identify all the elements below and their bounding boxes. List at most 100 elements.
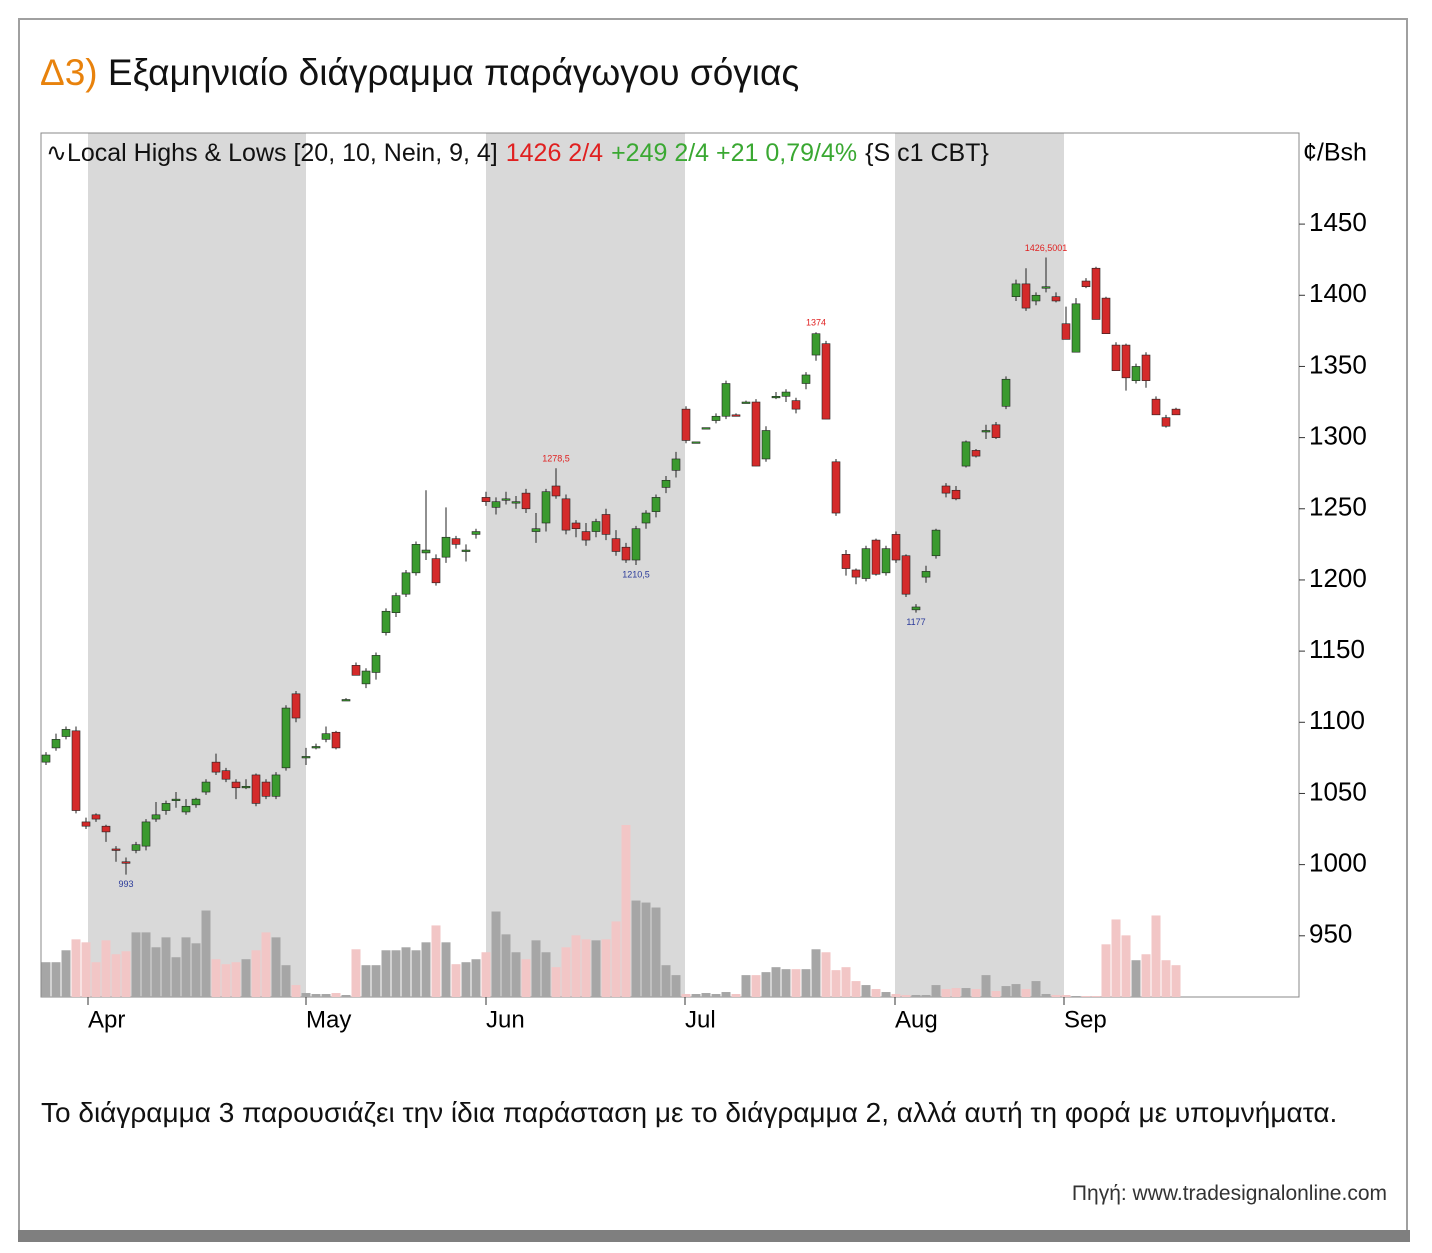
volume-bar	[81, 942, 91, 997]
candle-body	[281, 707, 291, 769]
candle-body	[151, 814, 161, 820]
candle-body	[491, 501, 501, 508]
candle-body	[1151, 398, 1161, 416]
candle-body	[971, 450, 981, 457]
volume-bar	[671, 975, 681, 997]
candle-body	[41, 754, 51, 763]
candle-body	[471, 531, 481, 535]
volume-bar	[711, 994, 721, 997]
candle-body	[961, 441, 971, 467]
candle-body	[561, 498, 571, 531]
volume-bar	[891, 994, 901, 997]
candle-body	[61, 729, 71, 737]
candle-body	[621, 546, 631, 561]
candle-body	[1031, 294, 1041, 302]
candle-body	[681, 408, 691, 441]
candle-body	[861, 548, 871, 579]
volume-bar	[301, 993, 311, 997]
volume-bar	[471, 959, 481, 997]
extreme-label: 1374	[806, 318, 826, 328]
volume-bar	[621, 825, 631, 997]
volume-bar	[541, 952, 551, 997]
volume-bar	[401, 947, 411, 997]
volume-bar	[961, 988, 971, 997]
volume-bar	[231, 962, 241, 997]
candle-body	[1121, 344, 1131, 379]
candle-body	[771, 396, 781, 399]
candle-body	[1071, 303, 1081, 353]
x-tick-label: Jul	[685, 1006, 716, 1033]
candle-body	[601, 514, 611, 535]
frame	[18, 18, 1408, 1238]
candle-body	[441, 536, 451, 558]
volume-bar	[281, 965, 291, 997]
x-tick-label: May	[306, 1006, 351, 1033]
header-part: +249 2/4 +21 0,79/4%	[611, 139, 857, 167]
y-tick-label: 1250	[1309, 492, 1367, 522]
candle-body	[611, 538, 621, 552]
candle-body	[541, 491, 551, 524]
volume-bar	[141, 932, 151, 997]
volume-bar	[441, 942, 451, 997]
candle-body	[731, 414, 741, 417]
volume-bar	[1171, 965, 1181, 997]
candle-body	[1081, 280, 1091, 288]
volume-bar	[831, 970, 841, 997]
volume-bar	[1091, 996, 1101, 997]
volume-bar	[101, 940, 111, 997]
y-tick-label: 1050	[1309, 776, 1367, 806]
candle-body	[271, 774, 281, 797]
candle-body	[1101, 297, 1111, 334]
month-shade	[88, 133, 306, 997]
volume-bar	[611, 921, 621, 997]
candle-body	[591, 521, 601, 532]
candle-body	[721, 383, 731, 417]
volume-bar	[871, 989, 881, 997]
volume-bar	[211, 959, 221, 997]
volume-bar	[1081, 996, 1091, 997]
volume-bar	[61, 950, 71, 997]
y-axis-label: ¢/Bsh	[1303, 139, 1367, 167]
volume-bar	[241, 959, 251, 997]
volume-bar	[271, 937, 281, 997]
candle-body	[951, 489, 961, 500]
candle-body	[191, 798, 201, 806]
candle-body	[991, 424, 1001, 438]
candle-body	[501, 498, 511, 501]
volume-bar	[391, 950, 401, 997]
volume-bar	[551, 967, 561, 997]
candle-body	[641, 512, 651, 524]
volume-bar	[591, 940, 601, 997]
volume-bar	[731, 994, 741, 997]
candle-body	[981, 430, 991, 433]
volume-bar	[771, 967, 781, 997]
volume-bar	[171, 957, 181, 997]
candle-body	[701, 427, 711, 430]
x-tick-label: Apr	[88, 1006, 125, 1033]
volume-bar	[991, 991, 1001, 997]
candle-body	[201, 781, 211, 793]
volume-bar	[331, 993, 341, 997]
volume-bar	[1161, 960, 1171, 997]
candle-body	[901, 555, 911, 595]
volume-bar	[291, 985, 301, 997]
title-prefix: Δ3)	[40, 52, 98, 93]
volume-bar	[901, 995, 911, 997]
volume-bar	[321, 994, 331, 997]
volume-bar	[531, 940, 541, 997]
candle-body	[1051, 296, 1061, 302]
candle-body	[341, 699, 351, 702]
volume-bar	[1021, 989, 1031, 997]
volume-bar	[71, 939, 81, 997]
y-tick-label: 1450	[1309, 207, 1367, 237]
y-tick-label: 1350	[1309, 349, 1367, 379]
candle-body	[331, 731, 341, 749]
candle-body	[571, 522, 581, 530]
x-tick-label: Jun	[486, 1006, 525, 1033]
volume-bar	[791, 969, 801, 997]
candle-body	[131, 844, 141, 851]
month-shade	[895, 133, 1064, 997]
candle-body	[211, 761, 221, 773]
y-tick-label: 950	[1309, 919, 1352, 949]
